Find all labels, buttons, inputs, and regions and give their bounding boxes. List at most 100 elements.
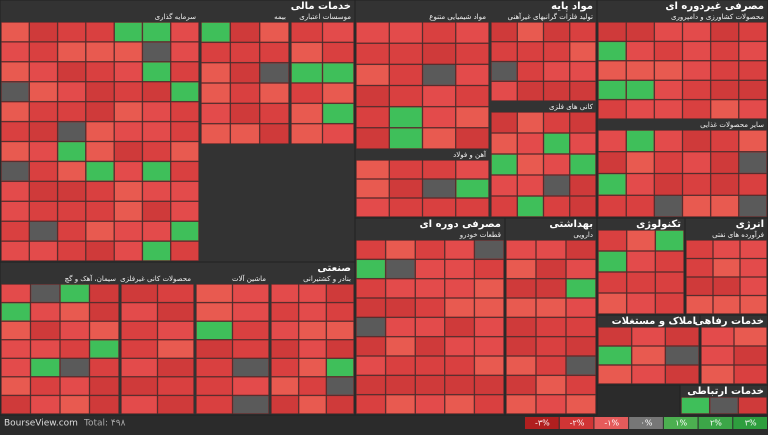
tile [491, 133, 517, 154]
tile [445, 317, 475, 337]
tile [196, 377, 233, 396]
tile [114, 82, 143, 102]
tile [654, 22, 683, 42]
tile [230, 83, 260, 104]
group-title: ماشین آلات [232, 274, 266, 283]
tile [259, 83, 289, 104]
tile [298, 358, 327, 377]
tile [655, 272, 684, 293]
tile [655, 293, 684, 314]
group-title: سایر محصولات غذایی [700, 121, 764, 129]
tile [536, 394, 566, 414]
tile [1, 141, 29, 162]
tile [701, 346, 734, 365]
tile [29, 141, 58, 162]
group-title: دارویی [573, 231, 593, 239]
tile [422, 64, 456, 86]
tile [171, 181, 199, 201]
tile [142, 141, 171, 162]
tile [356, 394, 386, 414]
tile [385, 317, 415, 337]
tile [445, 298, 475, 318]
tile [89, 377, 119, 396]
tile [536, 259, 566, 279]
tile [517, 112, 544, 133]
tile [686, 258, 713, 277]
group-title: کانی های فلزی [549, 103, 594, 111]
tile [626, 22, 655, 42]
tile [1, 284, 31, 303]
tile [171, 101, 199, 122]
tile [543, 133, 570, 154]
tile [598, 61, 626, 80]
tile [389, 198, 423, 217]
tile [201, 103, 231, 124]
tile [654, 195, 683, 217]
tile [121, 302, 158, 321]
tile [654, 130, 683, 152]
tile [536, 317, 566, 337]
tile [89, 284, 119, 303]
tile [1, 42, 29, 62]
tile [566, 259, 596, 279]
tile [259, 103, 289, 124]
tile [114, 42, 143, 62]
tile [322, 42, 354, 63]
tile [385, 336, 415, 356]
tile [445, 240, 475, 260]
tile [201, 83, 231, 104]
tile [89, 321, 119, 340]
tile [415, 356, 445, 376]
tile [29, 221, 58, 241]
tile [739, 61, 767, 80]
tile [566, 356, 596, 376]
tile [171, 22, 199, 42]
tile [201, 42, 231, 63]
tile [1, 358, 31, 377]
tile [171, 62, 199, 82]
tile [422, 160, 456, 179]
tile [142, 161, 171, 182]
legend-swatch [525, 417, 559, 429]
tile [456, 22, 489, 43]
tile [517, 154, 544, 175]
tile [57, 22, 86, 42]
tile [259, 42, 289, 63]
tile [142, 121, 171, 142]
tile [356, 356, 386, 376]
tile [1, 101, 29, 122]
tile [389, 160, 423, 179]
tile [389, 179, 423, 198]
tile [665, 365, 699, 384]
tile [598, 173, 626, 195]
tile [566, 240, 596, 260]
tile [491, 22, 517, 42]
tile [196, 340, 233, 358]
tile [385, 375, 415, 395]
tile [121, 358, 158, 377]
tile [356, 298, 386, 318]
tile [1, 395, 31, 414]
tile [114, 181, 143, 201]
tile [326, 358, 354, 377]
tile [570, 22, 596, 42]
tile [474, 278, 504, 298]
tile [356, 85, 389, 107]
tile [1, 121, 29, 142]
tile [474, 317, 504, 337]
tile [356, 179, 389, 198]
group-title: تولید فلزات گرانبهای غیرآهنی [508, 12, 594, 21]
tile [298, 302, 327, 321]
sector-title: مصرفی دوره ای [420, 219, 502, 230]
tile [506, 336, 536, 356]
tile [734, 346, 767, 365]
tile [114, 121, 143, 142]
tile [710, 99, 739, 119]
tile [682, 41, 711, 61]
tile [171, 221, 199, 241]
tile [598, 22, 626, 42]
tile [422, 128, 456, 149]
tile [1, 161, 29, 182]
tile [491, 196, 517, 217]
tile [739, 195, 767, 217]
